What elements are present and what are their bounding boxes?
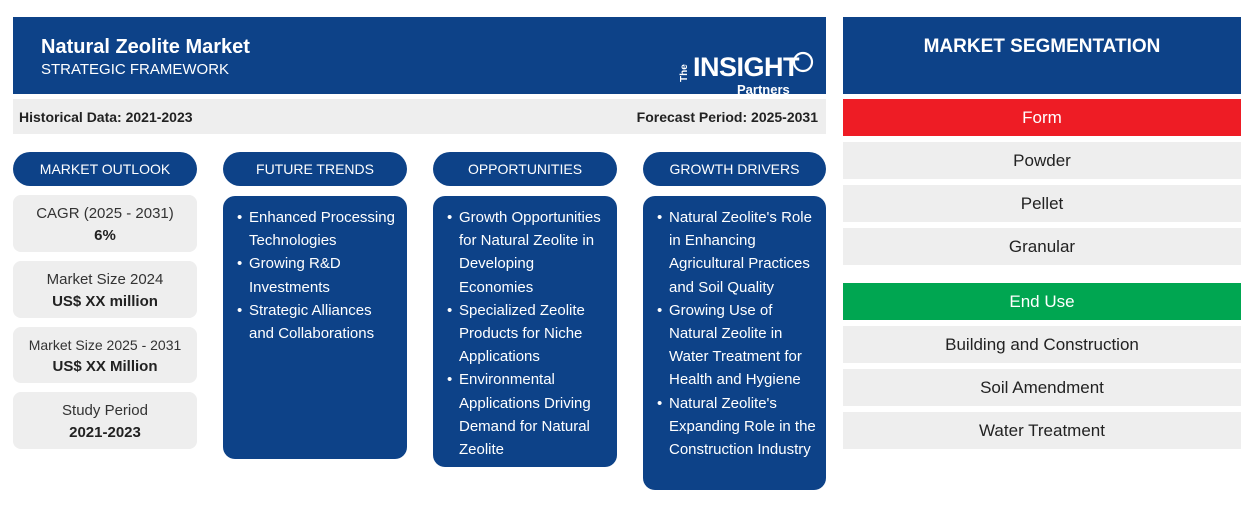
period-info-bar: Historical Data: 2021-2023 Forecast Peri… — [13, 99, 826, 134]
list-item: Growing Use of Natural Zeolite in Water … — [657, 299, 818, 392]
stat-card-cagr: CAGR (2025 - 2031) 6% — [13, 195, 197, 252]
historical-data-label: Historical Data: 2021-2023 — [19, 109, 193, 125]
logo-insight-text: INSIGHT — [693, 52, 800, 82]
stat-card-market-size-2024: Market Size 2024 US$ XX million — [13, 261, 197, 318]
list-item: Growing R&D Investments — [237, 252, 399, 298]
logo-ring-icon — [792, 51, 814, 73]
growth-drivers-panel: Natural Zeolite's Role in Enhancing Agri… — [643, 196, 826, 490]
report-title: Natural Zeolite Market — [41, 36, 250, 58]
future-trends-panel: Enhanced Processing Technologies Growing… — [223, 196, 407, 459]
stat-card-market-size-forecast: Market Size 2025 - 2031 US$ XX Million — [13, 327, 197, 383]
logo-the-text: The — [679, 64, 690, 82]
report-subtitle: STRATEGIC FRAMEWORK — [41, 61, 230, 78]
insight-partners-logo: The INSIGHT Partners — [679, 49, 819, 99]
list-item: Growth Opportunities for Natural Zeolite… — [447, 206, 609, 299]
list-item: Enhanced Processing Technologies — [237, 206, 399, 252]
segment-item: Water Treatment — [843, 412, 1241, 449]
stat-label: Market Size 2024 — [46, 271, 164, 288]
logo-partners-text: Partners — [737, 82, 790, 97]
report-header: Natural Zeolite Market STRATEGIC FRAMEWO… — [13, 17, 826, 97]
stat-label: Market Size 2025 - 2031 — [28, 337, 182, 353]
stat-value: 6% — [94, 227, 116, 244]
opportunities-heading: OPPORTUNITIES — [433, 152, 617, 186]
stat-label: Study Period — [62, 402, 148, 419]
list-item: Strategic Alliances and Collaborations — [237, 299, 399, 345]
future-trends-heading: FUTURE TRENDS — [223, 152, 407, 186]
stat-card-study-period: Study Period 2021-2023 — [13, 392, 197, 449]
segment-item: Building and Construction — [843, 326, 1241, 363]
stat-value: US$ XX million — [52, 293, 158, 310]
segment-header-end-use: End Use — [843, 283, 1241, 320]
stat-value: US$ XX Million — [52, 358, 158, 375]
stat-value: 2021-2023 — [69, 424, 141, 441]
list-item: Environmental Applications Driving Deman… — [447, 368, 609, 461]
market-segmentation-heading: MARKET SEGMENTATION — [843, 17, 1241, 94]
segment-item: Soil Amendment — [843, 369, 1241, 406]
market-outlook-heading: MARKET OUTLOOK — [13, 152, 197, 186]
segment-item: Granular — [843, 228, 1241, 265]
segment-item: Pellet — [843, 185, 1241, 222]
list-item: Natural Zeolite's Expanding Role in the … — [657, 392, 818, 462]
stat-label: CAGR (2025 - 2031) — [36, 205, 174, 222]
forecast-period-label: Forecast Period: 2025-2031 — [636, 109, 818, 125]
list-item: Natural Zeolite's Role in Enhancing Agri… — [657, 206, 818, 299]
growth-drivers-heading: GROWTH DRIVERS — [643, 152, 826, 186]
segment-item: Powder — [843, 142, 1241, 179]
segment-header-form: Form — [843, 99, 1241, 136]
opportunities-panel: Growth Opportunities for Natural Zeolite… — [433, 196, 617, 467]
list-item: Specialized Zeolite Products for Niche A… — [447, 299, 609, 369]
